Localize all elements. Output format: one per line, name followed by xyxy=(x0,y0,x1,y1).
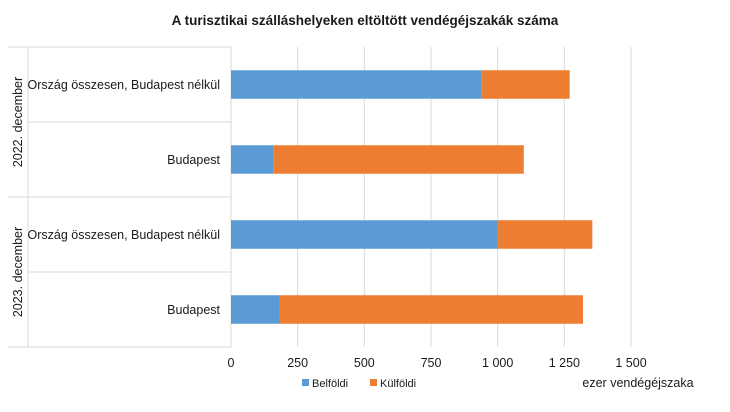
group-label: 2023. december xyxy=(11,227,25,317)
bar-segment-belföldi xyxy=(231,145,274,174)
category-label: Ország összesen, Budapest nélkül xyxy=(28,228,220,242)
bar-segment-belföldi xyxy=(231,70,482,99)
legend-swatch xyxy=(302,379,309,386)
legend-swatch xyxy=(370,379,377,386)
bars xyxy=(231,70,593,324)
x-tick-label: 1 500 xyxy=(615,356,646,370)
category-labels: Ország összesen, Budapest nélkül Budapest… xyxy=(28,78,221,317)
x-tick-label: 1 250 xyxy=(549,356,580,370)
category-label: Ország összesen, Budapest nélkül xyxy=(28,78,220,92)
group-label: 2022. december xyxy=(11,77,25,167)
legend-label: Belföldi xyxy=(312,378,348,390)
group-labels: 2022. december 2023. december xyxy=(11,77,25,317)
bar-segment-külföldi xyxy=(273,145,524,174)
legend-label: Külföldi xyxy=(380,378,416,390)
category-axis-frame xyxy=(8,46,232,348)
category-label: Budapest xyxy=(167,153,220,167)
x-tick-label: 750 xyxy=(421,356,442,370)
bar-segment-külföldi xyxy=(279,295,583,324)
x-tick-label: 500 xyxy=(354,356,375,370)
x-axis-ticks: 0 250 500 750 1 000 1 250 1 500 xyxy=(228,356,647,370)
x-tick-label: 1 000 xyxy=(482,356,513,370)
bar-segment-külföldi xyxy=(481,70,570,99)
bar-segment-külföldi xyxy=(497,220,593,249)
x-tick-label: 250 xyxy=(287,356,308,370)
x-axis-unit-label: ezer vendégéjszaka xyxy=(582,376,693,390)
x-tick-label: 0 xyxy=(228,356,235,370)
bar-segment-belföldi xyxy=(231,220,498,249)
chart-title: A turisztikai szálláshelyeken eltöltött … xyxy=(172,13,559,28)
bar-segment-belföldi xyxy=(231,295,280,324)
legend: Belföldi Külföldi xyxy=(302,378,416,390)
category-label: Budapest xyxy=(167,303,220,317)
